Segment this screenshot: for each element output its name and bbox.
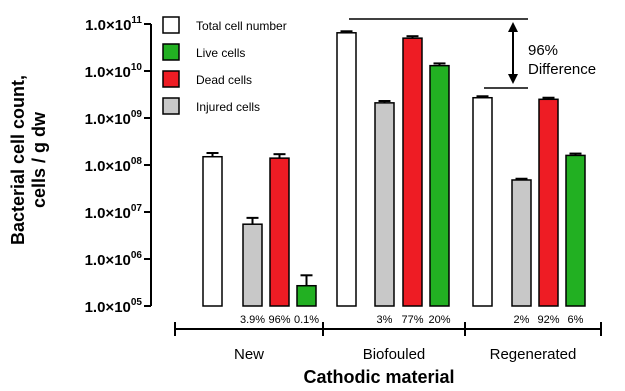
bar-percent-label: 2% bbox=[514, 314, 530, 326]
legend-swatch bbox=[162, 70, 180, 88]
legend-swatch bbox=[162, 16, 180, 34]
bar-percent-label: 6% bbox=[568, 314, 584, 326]
x-group-label: Regenerated bbox=[490, 346, 577, 363]
legend-label: Injured cells bbox=[196, 100, 260, 114]
difference-annotation: 96% Difference bbox=[349, 18, 596, 89]
y-tick-exponent: 07 bbox=[131, 203, 143, 214]
bar-dead-cells bbox=[402, 37, 423, 307]
bar-dead-cells bbox=[538, 98, 559, 307]
legend-swatch bbox=[162, 43, 180, 61]
y-tick-label: 1.0×1006 bbox=[85, 250, 143, 269]
y-tick-label: 1.0×1010 bbox=[85, 62, 143, 81]
bar-total-cell-number bbox=[336, 32, 357, 307]
x-group-label: Biofouled bbox=[363, 346, 426, 363]
annotation-arrow-head-down bbox=[508, 74, 518, 84]
annotation-text-percent: 96% bbox=[528, 42, 558, 59]
bar-dead-cells bbox=[269, 157, 290, 307]
y-tick-mantissa: 1.0×10 bbox=[85, 158, 131, 175]
bar-percent-label: 3% bbox=[377, 314, 393, 326]
y-tick-exponent: 05 bbox=[131, 297, 143, 308]
y-tick-mantissa: 1.0×10 bbox=[85, 252, 131, 269]
annotation-text-label: Difference bbox=[528, 61, 596, 78]
y-axis-label: Bacterial cell count, cells / g dw bbox=[8, 75, 49, 245]
bar-percent-label: 3.9% bbox=[240, 314, 265, 326]
bar-injured-cells bbox=[242, 223, 263, 307]
y-tick-exponent: 10 bbox=[131, 62, 143, 73]
bar-live-cells bbox=[296, 284, 317, 307]
bar-percent-label: 77% bbox=[401, 314, 423, 326]
legend: Total cell number Live cells Dead cells Inj… bbox=[162, 16, 287, 115]
y-tick-mantissa: 1.0×10 bbox=[85, 64, 131, 81]
legend-label: Live cells bbox=[196, 46, 245, 60]
y-tick-exponent: 11 bbox=[131, 15, 142, 26]
bar-percent-label: 92% bbox=[537, 314, 559, 326]
y-axis-label-line2: cells / g dw bbox=[29, 111, 49, 208]
y-tick-mantissa: 1.0×10 bbox=[85, 111, 131, 128]
bar-injured-cells bbox=[511, 179, 532, 307]
bar-live-cells bbox=[565, 154, 586, 307]
x-axis-title: Cathodic material bbox=[303, 367, 454, 387]
x-axis: New Biofouled Regenerated bbox=[174, 322, 602, 363]
y-tick-mantissa: 1.0×10 bbox=[85, 17, 131, 34]
annotation-arrow-head-up bbox=[508, 22, 518, 32]
bar-total-cell-number bbox=[472, 96, 493, 307]
x-group-label: New bbox=[234, 346, 264, 363]
bar-live-cells bbox=[429, 64, 450, 307]
legend-label: Dead cells bbox=[196, 73, 252, 87]
bar-percent-label: 96% bbox=[268, 314, 290, 326]
legend-swatch bbox=[162, 97, 180, 115]
bars: 3.9% 96% 0.1% 3% 77% 20% 2% 92% 6% bbox=[202, 30, 586, 326]
y-tick-label: 1.0×1007 bbox=[85, 203, 143, 222]
y-tick-exponent: 08 bbox=[131, 156, 143, 167]
y-ticks: 1.0×10051.0×10061.0×10071.0×10081.0×1009… bbox=[85, 15, 151, 316]
bar-injured-cells bbox=[374, 102, 395, 307]
y-tick-mantissa: 1.0×10 bbox=[85, 299, 131, 316]
y-tick-mantissa: 1.0×10 bbox=[85, 205, 131, 222]
bar-percent-label: 20% bbox=[428, 314, 450, 326]
y-tick-label: 1.0×1009 bbox=[85, 109, 143, 128]
bar-total-cell-number bbox=[202, 155, 223, 307]
y-tick-exponent: 06 bbox=[131, 250, 143, 261]
y-tick-label: 1.0×1008 bbox=[85, 156, 143, 175]
bar-percent-label: 0.1% bbox=[294, 314, 319, 326]
y-tick-label: 1.0×1005 bbox=[85, 297, 143, 316]
y-tick-label: 1.0×1011 bbox=[85, 15, 142, 34]
y-axis-label-line1: Bacterial cell count, bbox=[8, 75, 28, 245]
legend-label: Total cell number bbox=[196, 19, 287, 33]
y-tick-exponent: 09 bbox=[131, 109, 143, 120]
